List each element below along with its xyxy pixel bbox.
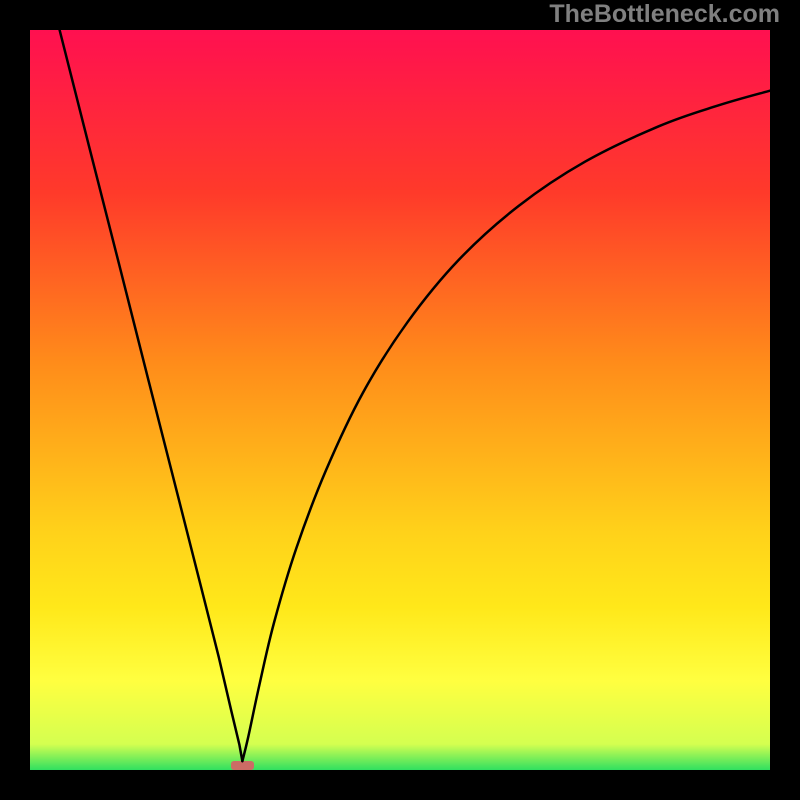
chart-plot-area <box>30 30 770 770</box>
watermark-text: TheBottleneck.com <box>549 0 780 29</box>
curve-minimum-marker <box>231 761 255 771</box>
chart-outer-frame: TheBottleneck.com <box>0 0 800 800</box>
